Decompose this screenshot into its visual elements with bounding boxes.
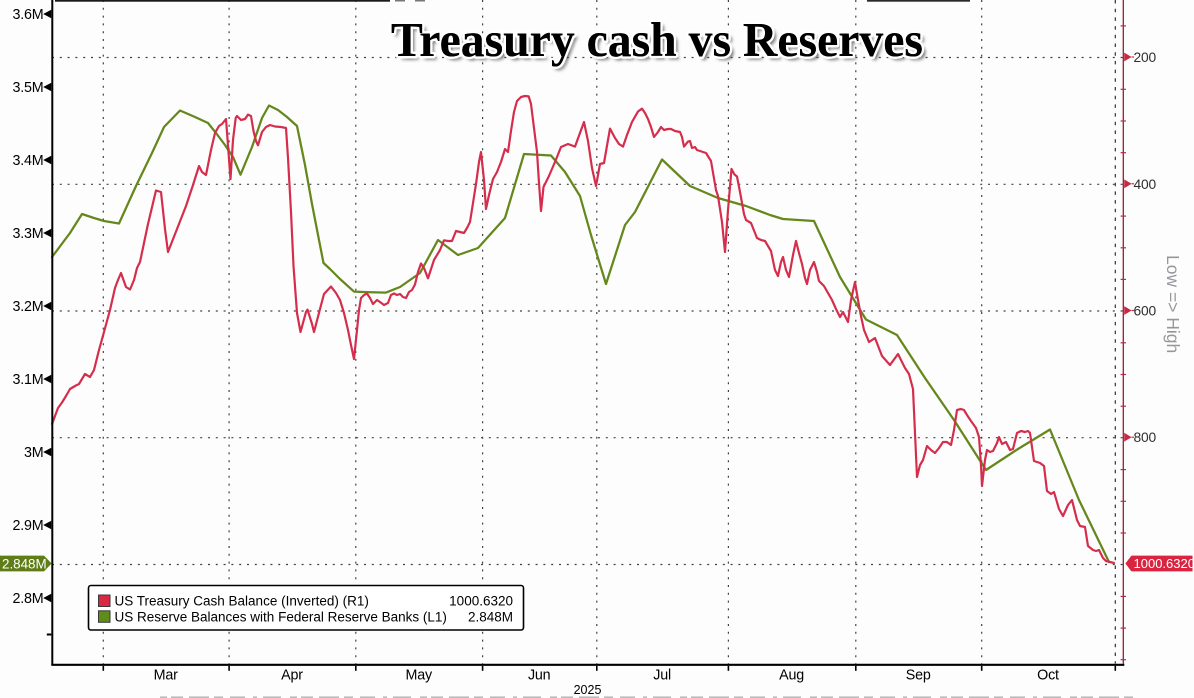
svg-text:Oct: Oct [1037, 668, 1059, 684]
svg-text:Treasury cash vs Reserves: Treasury cash vs Reserves [395, 16, 927, 71]
svg-text:3.3M: 3.3M [13, 226, 44, 242]
svg-text:600: 600 [1134, 304, 1157, 319]
svg-text:3.6M: 3.6M [13, 7, 44, 23]
svg-text:Mar: Mar [154, 668, 178, 684]
svg-text:Treasury cash vs Reserves: Treasury cash vs Reserves [391, 12, 923, 67]
svg-text:Jul: Jul [653, 668, 671, 684]
svg-text:Treasury cash vs Reserves: Treasury cash vs Reserves [391, 12, 923, 67]
svg-text:3M: 3M [24, 445, 43, 461]
svg-text:200: 200 [1134, 50, 1157, 65]
svg-text:1000.6320: 1000.6320 [449, 594, 513, 609]
svg-text:2.9M: 2.9M [13, 518, 44, 534]
svg-text:US Treasury Cash Balance (Inve: US Treasury Cash Balance (Inverted) (R1) [115, 594, 369, 609]
svg-text:3.2M: 3.2M [13, 299, 44, 315]
svg-text:800: 800 [1134, 430, 1157, 445]
svg-text:3.4M: 3.4M [13, 153, 44, 169]
svg-text:1000.6320: 1000.6320 [1134, 556, 1194, 571]
svg-text:400: 400 [1134, 177, 1157, 192]
svg-text:Apr: Apr [281, 668, 303, 684]
svg-text:Low => High: Low => High [1163, 255, 1183, 353]
svg-text:2.8M: 2.8M [13, 591, 44, 607]
svg-text:3.1M: 3.1M [13, 372, 44, 388]
svg-text:Sep: Sep [906, 668, 931, 684]
svg-text:2.848M: 2.848M [468, 610, 513, 625]
svg-text:May: May [405, 668, 432, 684]
svg-text:2.848M: 2.848M [2, 556, 47, 571]
svg-text:US Reserve Balances with Feder: US Reserve Balances with Federal Reserve… [115, 610, 447, 625]
svg-text:Aug: Aug [779, 668, 804, 684]
svg-text:3.5M: 3.5M [13, 80, 44, 96]
svg-text:2025: 2025 [574, 683, 602, 697]
svg-text:Jun: Jun [528, 668, 551, 684]
